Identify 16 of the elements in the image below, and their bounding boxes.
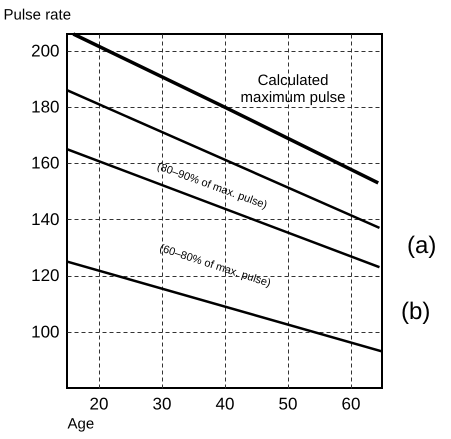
x-tick-label: 30 (152, 394, 172, 414)
text: (b) (401, 298, 430, 325)
y-tick-label: 100 (31, 322, 60, 342)
y-tick-label: 160 (31, 154, 60, 173)
x-tick-label: 60 (342, 394, 360, 414)
y-tick-label: 200 (31, 41, 60, 60)
x-tick-label: 20 (90, 394, 108, 414)
x-tick-label: 40 (216, 394, 234, 414)
annotation: Calculated maximum pulse (240, 72, 346, 106)
x-axis-title: Age (68, 416, 94, 432)
y-tick-label: 140 (31, 210, 60, 229)
y-tick-label: 180 (31, 98, 60, 117)
x-tick-label: 50 (278, 394, 298, 414)
y-tick-label: 120 (31, 266, 60, 286)
text: (a) (407, 232, 436, 259)
y-axis-title: Pulse rate (4, 6, 72, 24)
